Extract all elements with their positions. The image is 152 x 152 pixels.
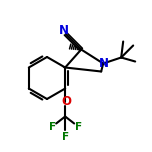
Text: N: N xyxy=(99,57,109,70)
Text: F: F xyxy=(75,123,82,133)
Text: N: N xyxy=(59,24,69,37)
Text: F: F xyxy=(62,131,69,142)
Polygon shape xyxy=(62,67,66,71)
Text: F: F xyxy=(49,123,56,133)
Text: O: O xyxy=(61,95,71,108)
